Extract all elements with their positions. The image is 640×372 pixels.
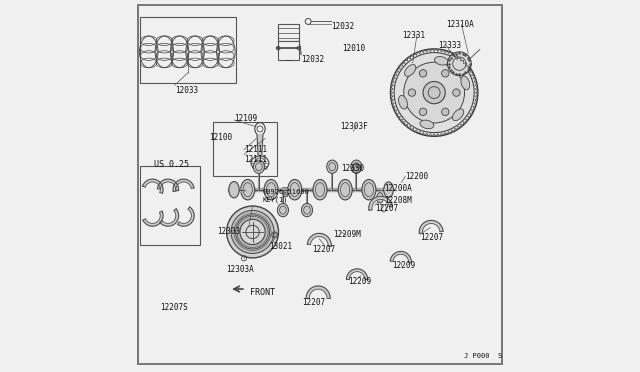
Polygon shape: [419, 220, 443, 233]
Bar: [140, 17, 236, 83]
Ellipse shape: [351, 160, 362, 173]
Ellipse shape: [404, 65, 416, 76]
Circle shape: [394, 52, 474, 133]
Text: 12209: 12209: [392, 261, 415, 270]
Ellipse shape: [377, 193, 383, 203]
Text: 12330: 12330: [342, 164, 365, 173]
Circle shape: [423, 81, 445, 104]
Text: 12207S: 12207S: [160, 303, 188, 312]
Polygon shape: [257, 135, 263, 155]
Circle shape: [419, 70, 427, 77]
Text: 12200A: 12200A: [384, 184, 412, 193]
Polygon shape: [306, 286, 330, 298]
Circle shape: [452, 89, 460, 96]
Bar: [140, 166, 200, 245]
Ellipse shape: [452, 109, 464, 121]
Text: KEY(1): KEY(1): [262, 196, 288, 203]
Text: 12209M: 12209M: [333, 230, 361, 240]
Text: 12032: 12032: [301, 55, 324, 64]
Text: 12303F: 12303F: [340, 122, 368, 131]
Bar: [212, 122, 277, 176]
Polygon shape: [346, 269, 367, 279]
Ellipse shape: [313, 180, 327, 200]
Polygon shape: [307, 233, 332, 246]
Circle shape: [236, 215, 269, 249]
Text: 12331: 12331: [403, 31, 426, 41]
Bar: [278, 24, 299, 41]
Text: FRONT: FRONT: [250, 288, 275, 297]
Circle shape: [227, 206, 278, 258]
Circle shape: [447, 52, 471, 76]
Circle shape: [408, 89, 415, 96]
Circle shape: [442, 70, 449, 77]
Text: 00926-51600: 00926-51600: [262, 189, 309, 195]
Polygon shape: [177, 207, 194, 226]
Text: 12109: 12109: [234, 114, 257, 123]
Text: 12207: 12207: [312, 245, 336, 254]
Ellipse shape: [338, 180, 352, 200]
Text: 12033: 12033: [175, 86, 198, 95]
Ellipse shape: [435, 57, 448, 65]
Text: US 0.25: US 0.25: [154, 160, 189, 169]
Text: 12111: 12111: [244, 145, 267, 154]
Text: 12207: 12207: [302, 298, 325, 307]
Circle shape: [390, 49, 478, 137]
Circle shape: [240, 219, 265, 244]
Ellipse shape: [326, 160, 338, 173]
Text: 12010: 12010: [342, 44, 365, 53]
Ellipse shape: [253, 160, 264, 173]
Text: 12032: 12032: [331, 22, 355, 31]
Text: 12303A: 12303A: [227, 265, 254, 274]
Ellipse shape: [229, 182, 239, 198]
Polygon shape: [173, 179, 194, 192]
Text: 12333: 12333: [438, 41, 461, 51]
Text: 12208M: 12208M: [384, 196, 412, 205]
Text: 12200: 12200: [405, 172, 428, 181]
Ellipse shape: [384, 182, 394, 198]
Ellipse shape: [461, 76, 470, 90]
Text: 13021: 13021: [269, 241, 292, 250]
Bar: [278, 41, 299, 60]
Ellipse shape: [288, 180, 302, 200]
Ellipse shape: [362, 180, 376, 200]
Text: 12100: 12100: [209, 132, 233, 142]
Text: 12207: 12207: [420, 232, 443, 242]
Text: J P000  S: J P000 S: [464, 353, 502, 359]
Circle shape: [419, 108, 427, 116]
Polygon shape: [157, 179, 179, 190]
Bar: [282, 187, 287, 196]
Polygon shape: [160, 209, 179, 226]
Ellipse shape: [301, 203, 312, 217]
Polygon shape: [390, 251, 412, 263]
Polygon shape: [143, 211, 163, 226]
Circle shape: [404, 62, 465, 123]
Ellipse shape: [399, 95, 408, 109]
Polygon shape: [143, 179, 163, 193]
Ellipse shape: [277, 203, 289, 217]
Polygon shape: [369, 196, 392, 210]
Circle shape: [442, 108, 449, 116]
Ellipse shape: [264, 180, 278, 200]
Text: 12111: 12111: [244, 155, 267, 164]
Text: 12207: 12207: [375, 204, 398, 213]
Text: 12303: 12303: [217, 227, 240, 237]
Text: 12209: 12209: [348, 277, 371, 286]
Ellipse shape: [420, 120, 434, 129]
Circle shape: [231, 211, 274, 253]
Ellipse shape: [241, 180, 255, 200]
Text: 12310A: 12310A: [446, 20, 474, 29]
